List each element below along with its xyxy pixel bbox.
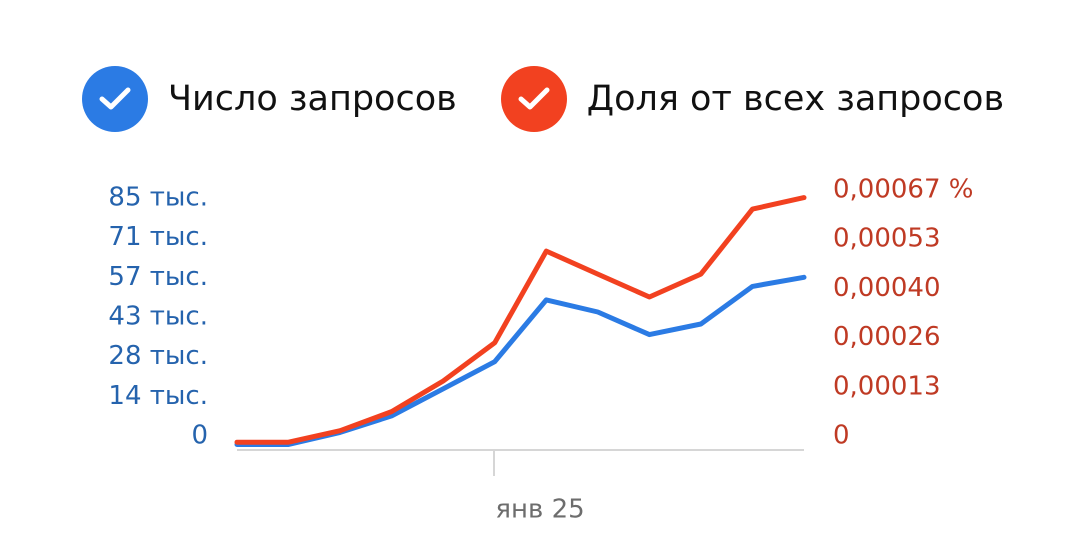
y-right-tick-label: 0,00026 [833,322,941,352]
check-icon[interactable] [82,66,148,132]
y-right-tick-label: 0,00013 [833,371,941,401]
y-left-tick-label: 0 [191,421,208,451]
series-layer [234,195,807,447]
y-right-tick-label: 0,00040 [833,273,941,303]
y-left-axis: 85 тыс. 71 тыс. 57 тыс. 43 тыс. 28 тыс. 14 ты… [108,183,208,451]
y-left-tick-label: 28 тыс. [108,341,208,371]
y-right-tick-label: 0,00067 % [833,175,974,205]
legend-label-queries: Число запросов [168,79,457,119]
chart-legend: Число запросов Доля от всех запросов [82,66,1048,132]
y-left-tick-label: 14 тыс. [108,381,208,411]
y-right-tick-label: 0,00053 [833,224,941,254]
y-left-tick-label: 85 тыс. [108,183,208,213]
legend-item-share[interactable]: Доля от всех запросов [500,66,1005,132]
legend-item-queries[interactable]: Число запросов [82,66,457,132]
y-left-tick-label: 57 тыс. [108,262,208,292]
legend-label-share: Доля от всех запросов [586,79,1005,119]
y-right-tick-label: 0 [833,421,850,451]
y-right-axis: 0,00067 % 0,00053 0,00040 0,00026 0,00013 0 [833,175,974,451]
check-icon[interactable] [500,66,567,132]
y-left-tick-label: 43 тыс. [108,302,208,332]
x-tick-label: янв 25 [495,495,584,525]
x-axis: янв 25 [493,450,585,525]
y-left-tick-label: 71 тыс. [108,222,208,252]
series-line-share[interactable] [234,195,807,445]
series-line-queries[interactable] [234,274,807,447]
